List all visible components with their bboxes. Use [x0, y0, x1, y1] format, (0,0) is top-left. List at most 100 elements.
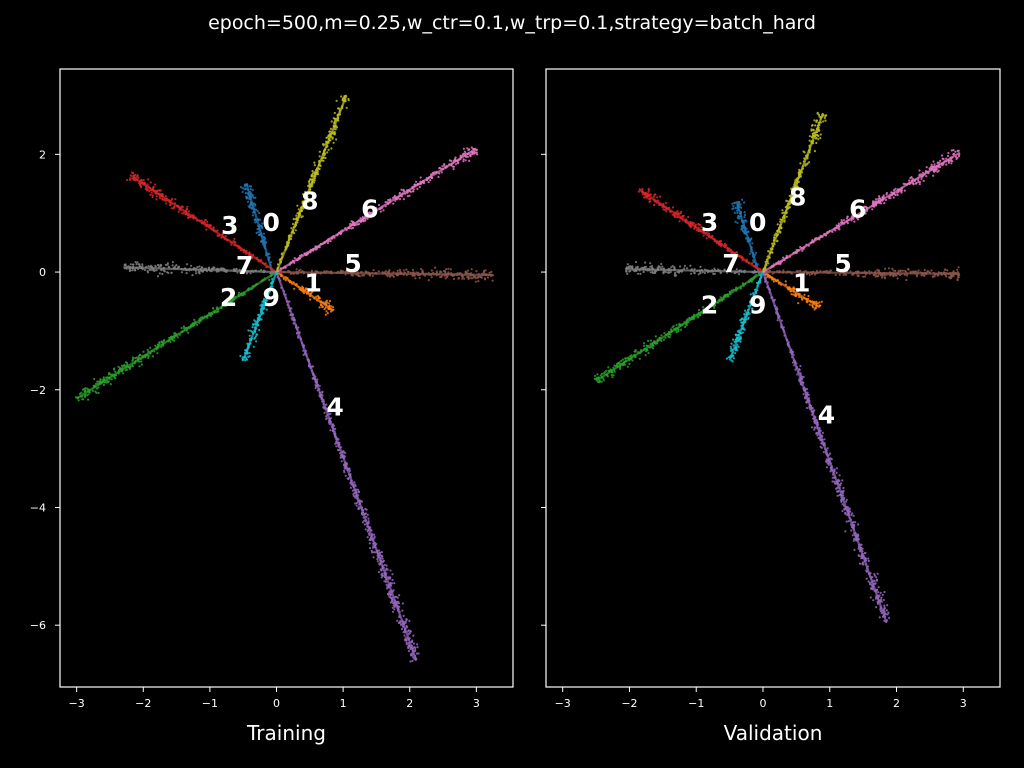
data-point [670, 266, 673, 269]
data-point [168, 336, 171, 339]
data-point [405, 618, 408, 621]
data-point [629, 265, 632, 268]
data-point [820, 442, 823, 445]
data-point [467, 275, 470, 278]
data-point [248, 352, 251, 355]
data-point [129, 177, 132, 180]
data-point [475, 270, 478, 273]
data-point [814, 124, 817, 127]
data-point [413, 646, 416, 649]
data-point [813, 428, 816, 431]
data-point [811, 304, 814, 308]
data-point [174, 198, 177, 201]
data-point [881, 196, 884, 199]
data-point [380, 569, 383, 572]
data-point [474, 280, 477, 283]
data-point [389, 274, 393, 277]
data-point [883, 202, 886, 205]
data-point [335, 138, 338, 141]
data-point [82, 398, 85, 401]
data-point [228, 297, 231, 300]
data-point [373, 535, 376, 539]
data-point [86, 387, 89, 390]
data-point [176, 336, 179, 339]
data-point [155, 198, 158, 201]
data-point [332, 117, 335, 120]
data-point [940, 154, 944, 157]
data-point [152, 186, 155, 189]
data-point [914, 182, 918, 185]
data-point [223, 301, 226, 304]
data-point [642, 342, 646, 345]
data-point [815, 300, 818, 303]
data-point [868, 270, 871, 273]
data-point [195, 272, 198, 275]
data-point [448, 159, 451, 162]
data-point [911, 177, 914, 180]
data-point [842, 486, 845, 490]
data-point [248, 334, 251, 337]
data-point [258, 234, 261, 237]
data-point [918, 169, 921, 172]
data-point [126, 179, 129, 182]
data-point [921, 171, 925, 174]
data-point [200, 266, 203, 269]
data-point [852, 514, 855, 517]
data-point [171, 261, 174, 264]
data-point [95, 387, 98, 390]
data-point [605, 369, 608, 372]
data-point [480, 276, 483, 279]
data-point [837, 227, 840, 230]
data-point [418, 185, 421, 189]
data-point [637, 190, 641, 193]
data-point [639, 272, 642, 275]
data-point [411, 268, 415, 271]
data-point [864, 212, 867, 215]
data-point [416, 643, 419, 646]
data-point [737, 215, 740, 218]
data-point [483, 277, 486, 280]
data-point [113, 376, 116, 379]
data-point [216, 234, 219, 237]
data-point [836, 494, 839, 497]
data-point [124, 263, 127, 266]
data-point [678, 212, 682, 215]
data-point [147, 178, 150, 181]
data-point [892, 189, 896, 192]
data-point [345, 106, 348, 109]
data-point [814, 273, 817, 276]
data-point [698, 309, 701, 312]
data-point [813, 409, 816, 412]
data-point [733, 202, 736, 205]
data-point [131, 356, 134, 359]
data-point [844, 530, 847, 533]
data-point [823, 438, 826, 441]
data-point [899, 270, 902, 273]
data-point [145, 188, 148, 192]
data-point [814, 137, 817, 140]
data-point [741, 331, 745, 334]
data-point [368, 274, 372, 277]
data-point [328, 299, 332, 303]
data-point [138, 360, 141, 363]
data-point [799, 162, 802, 165]
data-point [148, 190, 151, 193]
data-point [872, 273, 876, 276]
data-point [376, 560, 379, 563]
data-point [427, 181, 430, 184]
data-point [807, 294, 810, 298]
data-point [141, 263, 144, 266]
data-point [319, 303, 322, 306]
series-1 [275, 271, 335, 316]
data-point [917, 179, 920, 182]
data-point [128, 269, 131, 273]
data-point [613, 370, 616, 373]
data-point [187, 331, 190, 334]
data-point [918, 181, 922, 184]
data-point [467, 277, 470, 280]
data-point [131, 172, 135, 175]
data-point [713, 306, 716, 309]
data-point [739, 203, 742, 206]
data-point [352, 494, 355, 497]
data-point [292, 218, 295, 221]
